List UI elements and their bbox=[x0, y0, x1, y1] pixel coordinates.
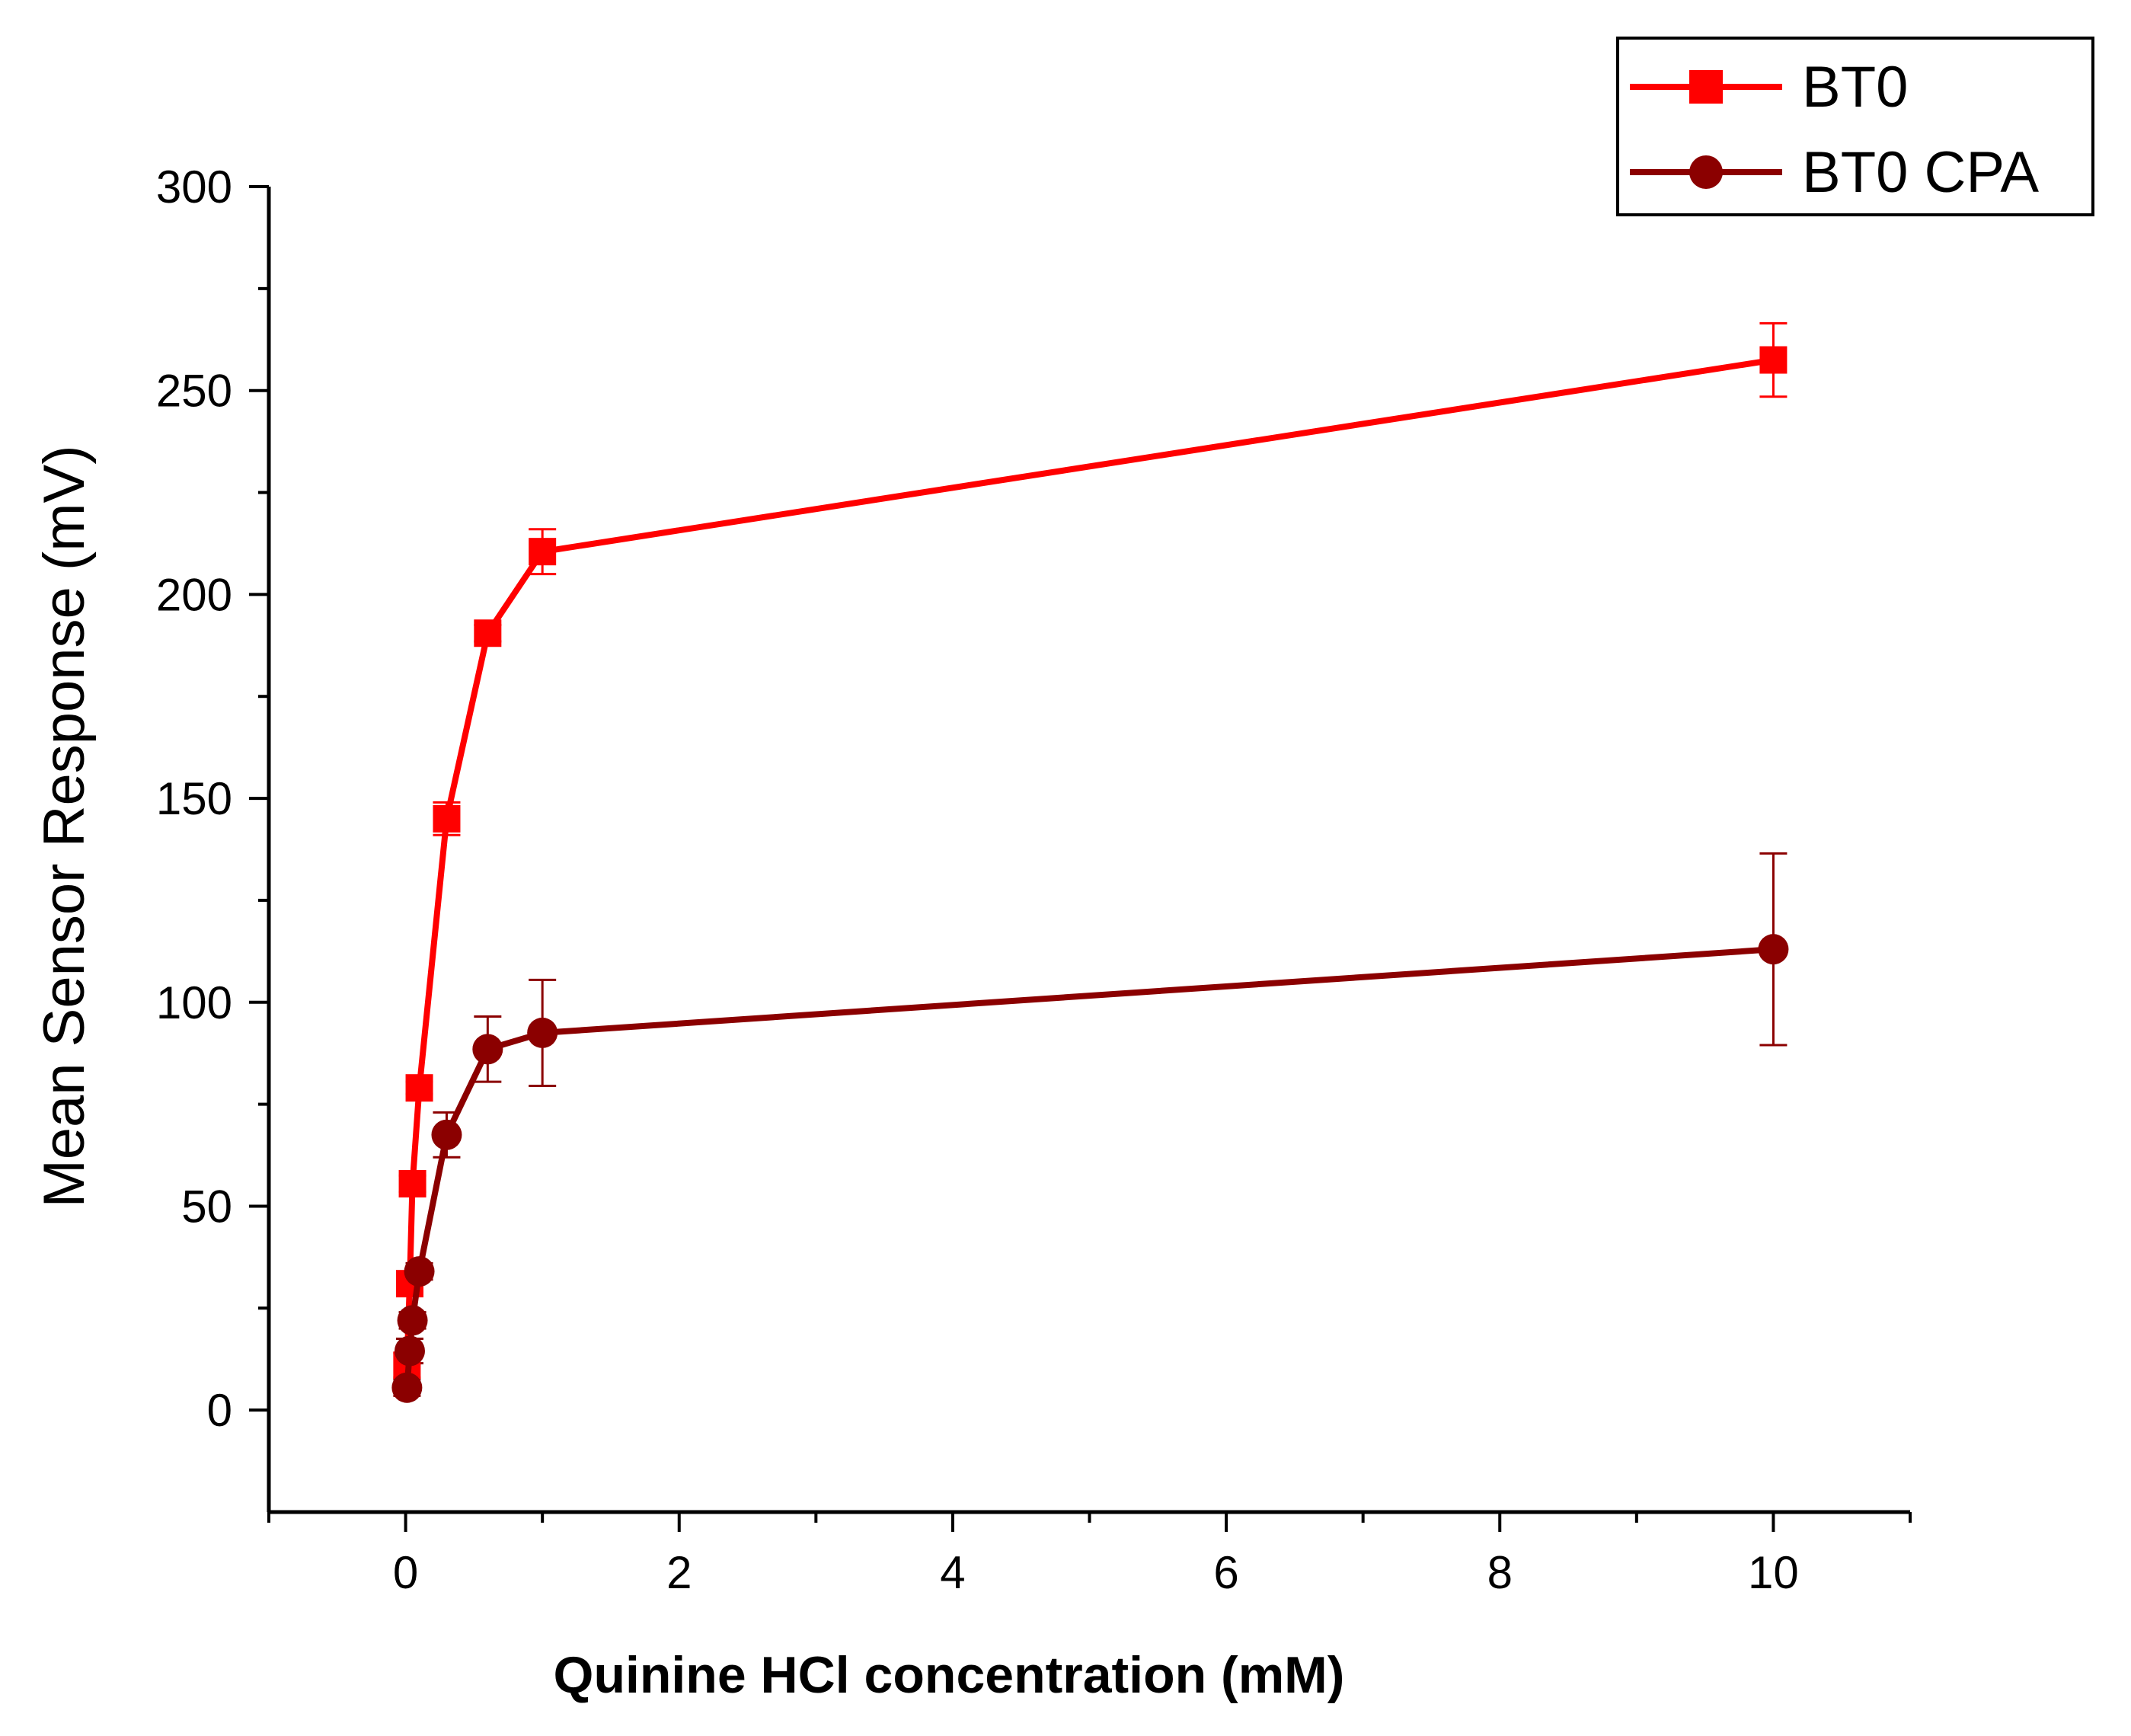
legend-label-bt0-cpa: BT0 CPA bbox=[1802, 140, 2039, 205]
bt0-cpa-point bbox=[404, 1256, 435, 1287]
bt0-point bbox=[398, 1170, 427, 1198]
bt0-point bbox=[529, 538, 557, 566]
bt0-point bbox=[474, 619, 502, 647]
x-tick-label-4: 4 bbox=[940, 1547, 965, 1598]
legend-marker-bt0 bbox=[1689, 70, 1723, 104]
bt0-point bbox=[1759, 346, 1788, 374]
bt0-point bbox=[433, 804, 461, 833]
x-tick-label-6: 6 bbox=[1213, 1547, 1238, 1598]
y-tick-label-150: 150 bbox=[156, 773, 232, 824]
bt0-cpa-point bbox=[527, 1017, 558, 1048]
bt0-cpa-point bbox=[394, 1335, 425, 1367]
series bbox=[391, 346, 1789, 1403]
error-bars bbox=[393, 321, 1788, 1397]
y-tick-label-300: 300 bbox=[156, 161, 232, 213]
x-tick-label-10: 10 bbox=[1748, 1547, 1799, 1598]
bt0-point bbox=[405, 1074, 433, 1102]
bt0-cpa-point bbox=[391, 1372, 423, 1403]
x-axis-title: Quinine HCl concentration (mM) bbox=[554, 1646, 1345, 1704]
y-tick-label-100: 100 bbox=[156, 977, 232, 1028]
y-tick-label-0: 0 bbox=[207, 1385, 232, 1436]
y-tick-label-250: 250 bbox=[156, 366, 232, 417]
bt0-line bbox=[404, 356, 1775, 1366]
x-tick-label-2: 2 bbox=[666, 1547, 692, 1598]
bt0-cpa-point bbox=[1758, 934, 1789, 965]
axes: 0 50 100 150 200 250 300 0 2 4 6 8 10 bbox=[156, 161, 1912, 1598]
legend-label-bt0: BT0 bbox=[1802, 55, 1908, 120]
y-axis-title: Mean Sensor Response (mV) bbox=[32, 445, 97, 1207]
legend: BT0 BT0 CPA bbox=[1616, 37, 2094, 216]
y-tick-label-50: 50 bbox=[181, 1181, 232, 1232]
legend-marker-bt0-cpa bbox=[1689, 155, 1723, 189]
bt0-cpa-line bbox=[404, 946, 1774, 1389]
x-tick-label-0: 0 bbox=[393, 1547, 418, 1598]
bt0-cpa-point bbox=[431, 1119, 462, 1150]
bt0-cpa-point bbox=[397, 1305, 428, 1336]
bt0-cpa-point bbox=[472, 1034, 503, 1065]
y-tick-label-200: 200 bbox=[156, 569, 232, 620]
x-tick-label-8: 8 bbox=[1487, 1547, 1513, 1598]
